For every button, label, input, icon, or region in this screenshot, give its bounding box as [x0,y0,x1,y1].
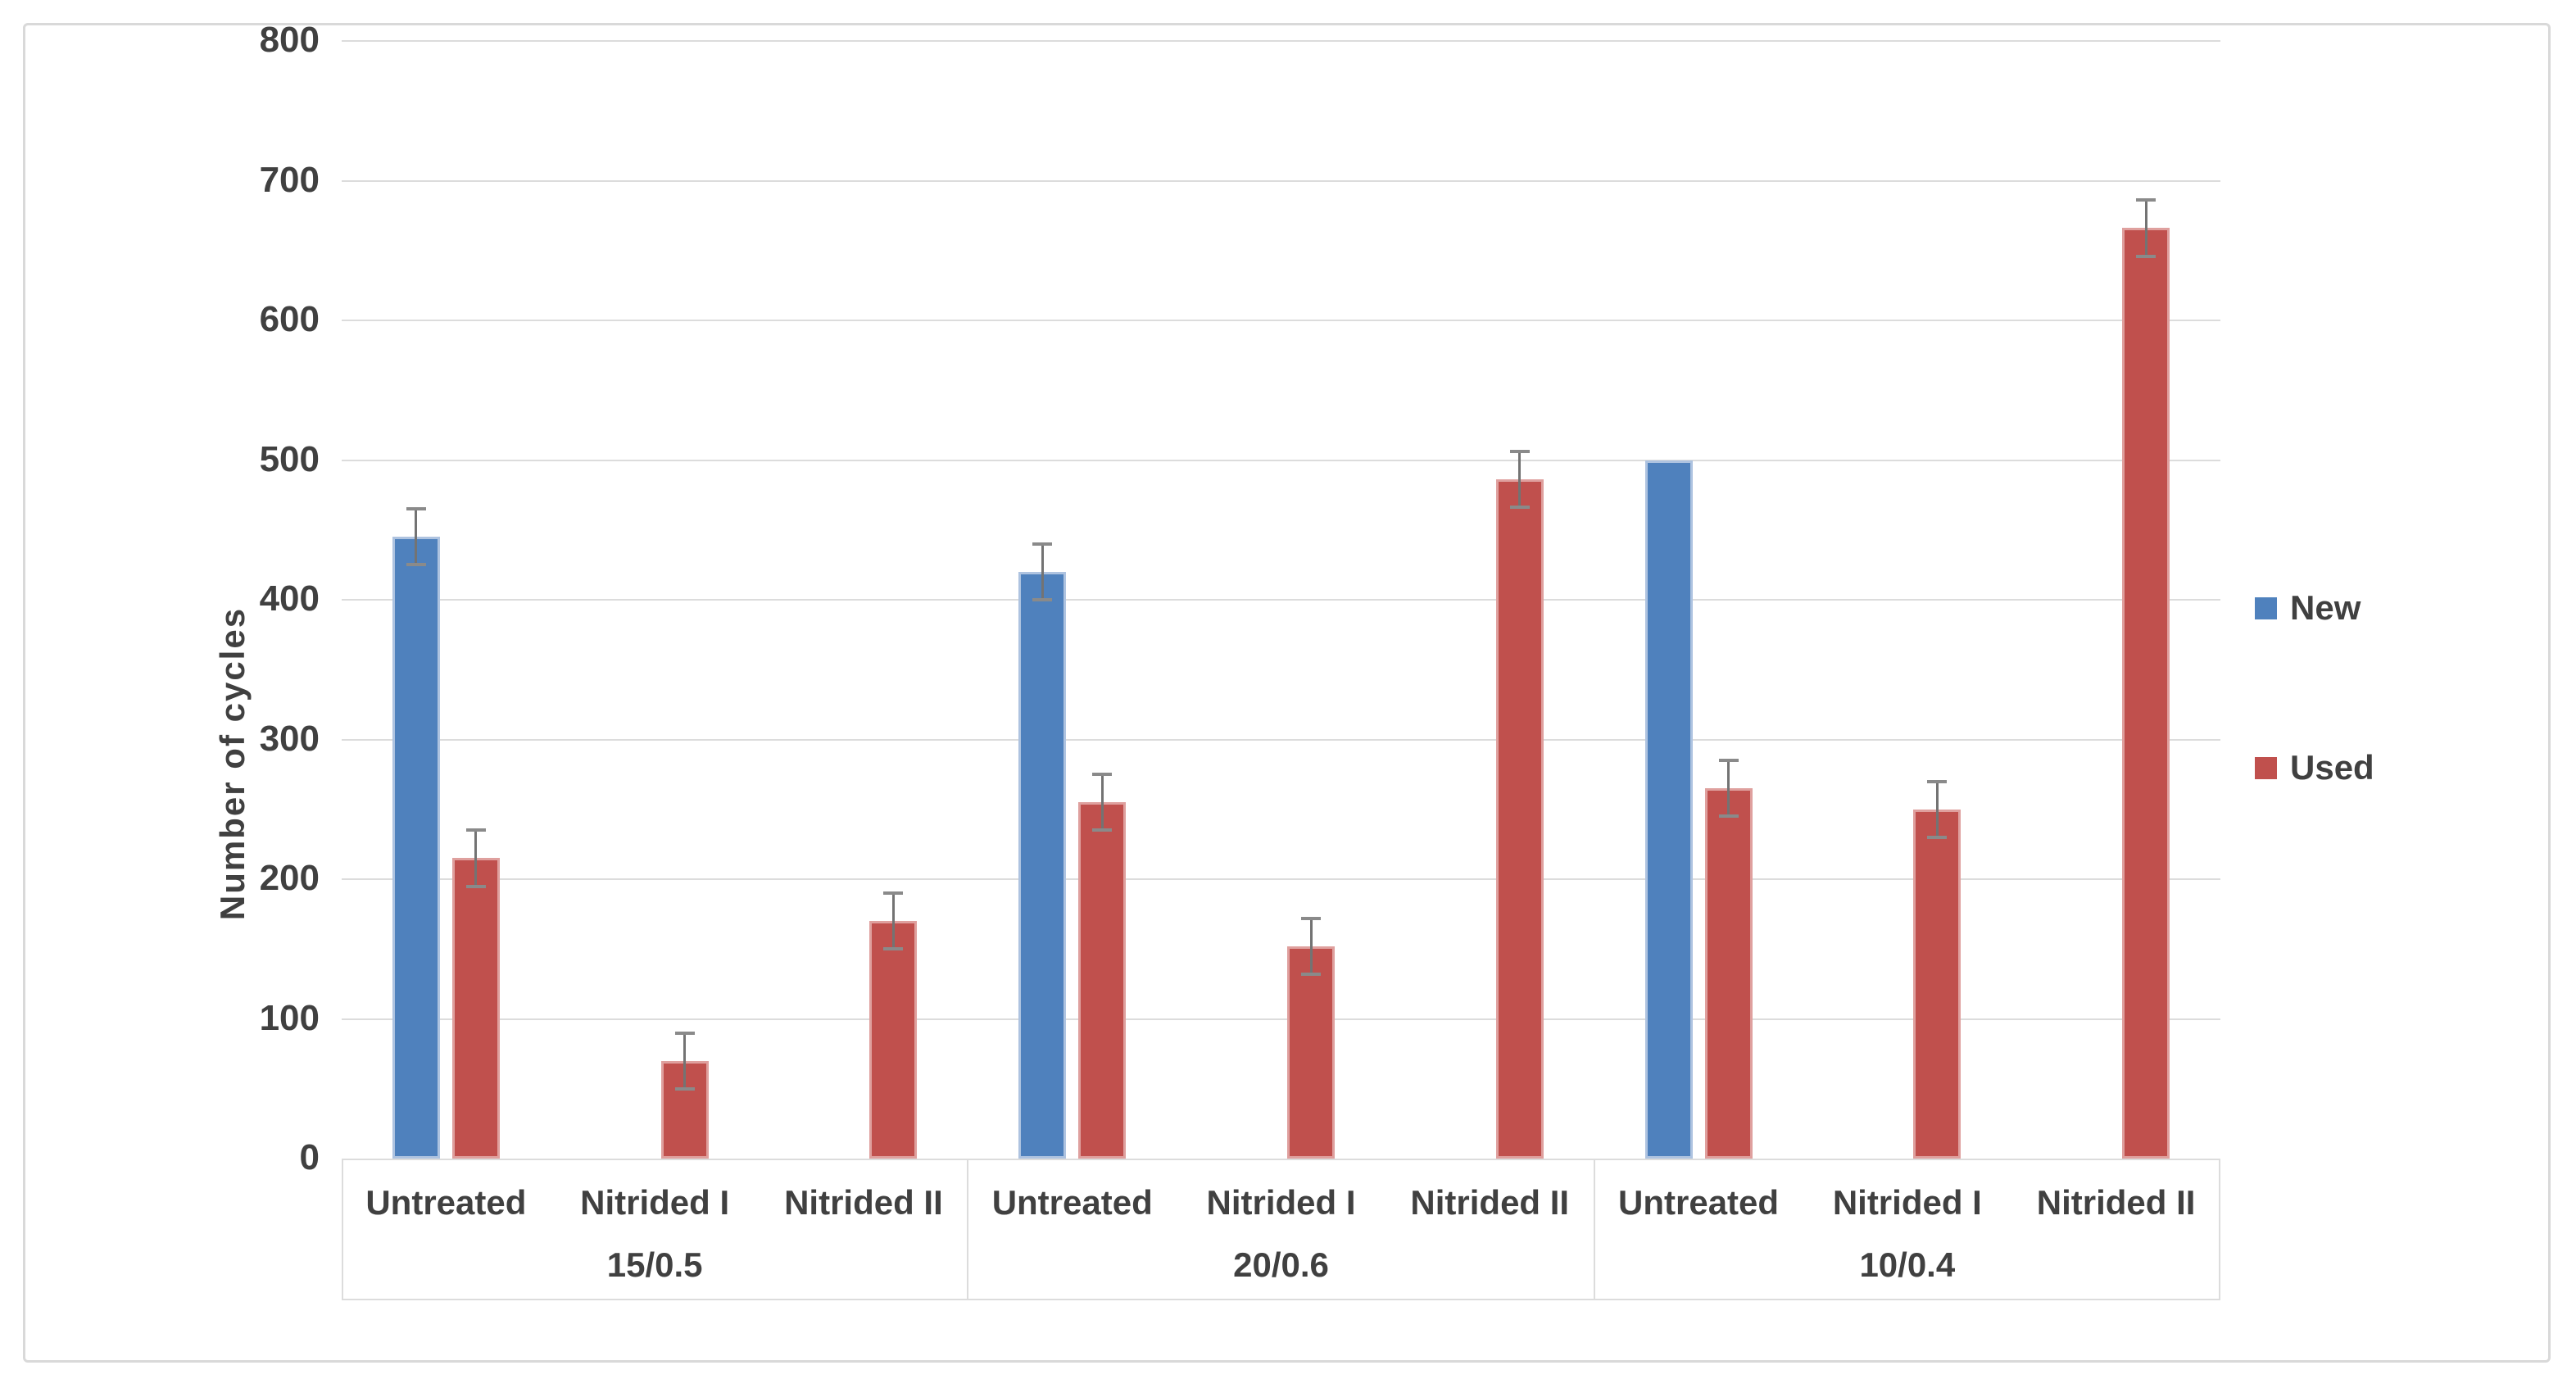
bar-new [392,537,440,1159]
error-bar-line [1100,774,1104,831]
category-label: Nitrided I [1832,1183,1982,1222]
y-tick-label: 500 [259,438,320,479]
error-bar-cap-bottom [1718,814,1739,819]
error-bar-cap-bottom [1301,972,1321,976]
gridline [342,1018,2220,1020]
error-bar-line [1935,781,1939,837]
gridline [342,320,2220,321]
figure-border [23,23,2551,1363]
legend-label-used: Used [2290,748,2374,787]
gridline [342,40,2220,42]
error-bar-line [2144,200,2147,256]
error-bar-cap-top [1301,916,1321,920]
y-tick-label: 700 [259,159,320,200]
legend-entry-used: Used [2255,748,2374,787]
error-bar-cap-top [1032,542,1053,546]
y-tick-label: 400 [259,578,320,619]
error-bar-cap-bottom [2136,254,2156,258]
bar-used [2122,228,2170,1159]
error-bar-cap-top [1092,773,1113,777]
category-label: Nitrided I [580,1183,730,1222]
error-bar-cap-top [1718,759,1739,763]
bar-new [1018,571,1067,1159]
gridline [342,459,2220,461]
y-tick-label: 800 [259,20,320,60]
legend-label-new: New [2290,588,2361,627]
error-bar-cap-bottom [1509,506,1530,510]
category-label: Nitrided II [1410,1183,1570,1222]
error-bar-line [1518,451,1522,508]
error-bar-cap-top [2136,198,2156,202]
error-bar-line [1309,918,1313,974]
gridline [342,599,2220,601]
bar-used [869,921,918,1159]
error-bar-cap-bottom [465,884,486,888]
error-bar-cap-bottom [1092,828,1113,832]
error-bar-cap-bottom [406,563,426,567]
error-bar-cap-bottom [1032,598,1053,601]
error-bar-cap-top [1509,450,1530,454]
bar-new [1644,460,1693,1159]
gridline [342,738,2220,741]
legend-swatch-new-icon [2255,596,2277,619]
group-divider [967,1159,969,1300]
y-tick-label: 600 [259,299,320,339]
bar-used [451,858,500,1159]
error-bar-cap-bottom [883,947,904,951]
group-label: 15/0.5 [606,1245,703,1284]
bar-used [1495,479,1544,1159]
gridline [342,878,2220,880]
error-bar-cap-top [883,891,904,896]
group-label: 20/0.6 [1233,1245,1329,1284]
error-bar-line [415,509,418,565]
error-bar-line [1041,543,1044,600]
error-bar-cap-top [674,1031,695,1035]
y-tick-label: 300 [259,718,320,759]
bar-used [1078,802,1127,1159]
error-bar-line [683,1032,687,1089]
category-label: Nitrided II [2036,1183,2196,1222]
legend-entry-new: New [2255,588,2361,628]
error-bar-cap-bottom [674,1086,695,1091]
error-bar-cap-top [406,507,426,511]
group-divider [1593,1159,1595,1300]
bar-used [1913,809,1961,1159]
legend-swatch-used-icon [2255,756,2277,779]
category-label: Nitrided II [784,1183,943,1222]
category-label: Untreated [991,1183,1153,1222]
error-bar-line [891,893,895,950]
category-label: Untreated [365,1183,527,1222]
y-tick-label: 200 [259,858,320,898]
y-tick-label: 100 [259,997,320,1038]
bar-used [1287,946,1335,1159]
category-label: Untreated [1618,1183,1780,1222]
category-label: Nitrided I [1206,1183,1356,1222]
error-bar-cap-top [1927,779,1948,783]
error-bar-cap-bottom [1927,835,1948,839]
group-label: 10/0.4 [1859,1245,1956,1284]
gridline [342,179,2220,182]
error-bar-cap-top [465,828,486,832]
bar-used [1704,788,1753,1159]
error-bar-line [474,830,478,887]
category-axis-box [342,1159,2220,1300]
y-axis-title: Number of cycles [213,606,252,921]
y-tick-label: 0 [299,1137,320,1177]
error-bar-line [1727,760,1730,817]
